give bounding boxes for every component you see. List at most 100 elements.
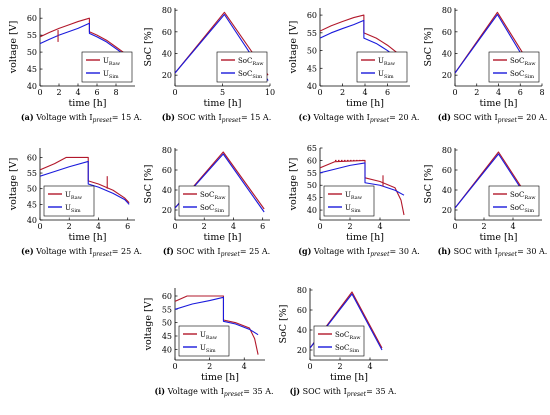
y-tick-label: 60 (27, 153, 37, 162)
legend-box (356, 51, 408, 83)
legend-label: URaw (103, 57, 121, 67)
legend-label: USim (65, 204, 81, 214)
y-tick-label: 55 (162, 305, 172, 314)
x-tick-label: 4 (377, 222, 382, 231)
y-tick-label: 40 (162, 345, 172, 354)
legend-box (488, 185, 540, 217)
x-tick-label: 0 (172, 222, 177, 231)
y-tick-label: 40 (162, 50, 172, 59)
y-axis-label: SoC [%] (143, 28, 154, 67)
legend: URaw USim (43, 185, 95, 217)
y-tick-label: 80 (442, 146, 452, 155)
y-tick-label: 50 (27, 185, 37, 194)
series-line-u-sim (320, 162, 405, 196)
y-tick-label: 45 (162, 332, 172, 341)
legend-label: USim (103, 70, 119, 80)
legend-box (216, 51, 268, 83)
panel-caption: (j) SOC with Ipreset= 35 A. (290, 386, 397, 398)
y-tick-label: 45 (27, 65, 37, 74)
y-tick-label: 80 (162, 146, 172, 155)
y-tick-label: 50 (27, 48, 37, 57)
y-tick-label: 60 (442, 166, 452, 175)
panel-caption: (h) SOC with Ipreset= 30 A. (438, 246, 548, 258)
series-line-u-raw (320, 159, 405, 216)
x-tick-label: 4 (496, 88, 501, 97)
legend-label: SoCRaw (510, 57, 536, 67)
y-tick-label: 45 (307, 64, 317, 73)
y-tick-label: 80 (297, 286, 307, 295)
legend-label: URaw (65, 191, 83, 201)
legend-label: SoCSim (335, 344, 359, 354)
x-tick-label: 6 (125, 222, 130, 231)
legend-label: SoCRaw (335, 331, 361, 341)
x-axis-label: time [h] (479, 232, 517, 243)
panel-caption: (i) Voltage with Ipreset= 35 A. (154, 386, 273, 398)
y-tick-label: 60 (27, 14, 37, 23)
x-tick-label: 6 (385, 88, 390, 97)
legend: SoCRaw SoCSim (216, 51, 268, 83)
y-axis-label: SoC [%] (278, 305, 289, 344)
panel-h: 0 2 4 20 40 60 80 time [h] SoC [%] SoCRaw SoCSim (h… (423, 146, 547, 258)
x-tick-label: 2 (340, 88, 345, 97)
y-tick-label: 60 (307, 156, 317, 165)
legend-label: SoCRaw (238, 57, 264, 67)
legend-label: SoCRaw (510, 191, 536, 201)
y-tick-label: 50 (307, 47, 317, 56)
x-tick-label: 0 (307, 362, 312, 371)
x-axis-label: time [h] (203, 232, 241, 243)
y-tick-label: 65 (307, 144, 317, 153)
legend: SoCRaw SoCSim (178, 185, 230, 217)
y-tick-label: 55 (307, 169, 317, 178)
panel-caption: (a) Voltage with Ipreset= 15 A. (21, 112, 142, 124)
y-tick-label: 40 (442, 186, 452, 195)
x-tick-label: 0 (452, 222, 457, 231)
x-tick-label: 4 (510, 222, 515, 231)
x-axis-label: time [h] (346, 98, 384, 109)
legend: URaw USim (178, 325, 230, 357)
x-tick-label: 4 (75, 88, 80, 97)
legend-box (488, 51, 540, 83)
legend: URaw USim (81, 51, 133, 83)
legend-box (323, 185, 375, 217)
panel-f: 0 2 4 6 20 40 60 80 time [h] SoC [%] SoCRaw SoCSim (… (143, 146, 270, 258)
legend-label: SoCSim (238, 70, 262, 80)
legend-box (178, 325, 230, 357)
y-tick-label: 50 (162, 319, 172, 328)
x-tick-label: 5 (220, 88, 225, 97)
x-tick-label: 4 (362, 88, 367, 97)
y-tick-label: 55 (27, 169, 37, 178)
x-axis-label: time [h] (203, 98, 241, 109)
legend-label: URaw (200, 331, 218, 341)
x-tick-label: 0 (172, 362, 177, 371)
legend-label: SoCSim (200, 204, 224, 214)
x-tick-label: 2 (347, 222, 352, 231)
x-tick-label: 6 (94, 88, 99, 97)
y-tick-label: 40 (27, 82, 37, 91)
y-tick-label: 20 (162, 71, 172, 80)
panel-i: 0 2 4 40 45 50 55 60 time [h] voltage [V] URaw USim… (143, 288, 274, 398)
plot-area (175, 295, 259, 355)
legend-box (313, 325, 365, 357)
legend-label: URaw (345, 191, 363, 201)
x-tick-label: 0 (317, 222, 322, 231)
panel-caption: (d) SOC with Ipreset= 20 A. (438, 112, 548, 124)
panel-c: 0 2 4 6 40 45 50 55 60 time [h] voltage [V] URaw USi… (288, 8, 419, 124)
y-axis-label: voltage [V] (8, 158, 19, 212)
y-axis-label: voltage [V] (143, 298, 154, 352)
legend-label: SoCRaw (200, 191, 226, 201)
panel-caption: (c) Voltage with Ipreset= 20 A. (299, 112, 420, 124)
legend-label: USim (200, 344, 216, 354)
panel-caption: (f) SOC with Ipreset= 25 A. (163, 246, 270, 258)
plot-area (40, 156, 130, 205)
panel-a: 0 2 4 6 8 40 45 50 55 60 time [h] voltage [V] URaw US… (8, 8, 142, 124)
x-tick-label: 4 (96, 222, 101, 231)
y-tick-label: 20 (442, 71, 452, 80)
x-tick-label: 4 (231, 222, 236, 231)
legend-label: URaw (378, 57, 396, 67)
legend-label: SoCSim (510, 204, 534, 214)
y-tick-label: 55 (307, 29, 317, 38)
panel-d: 0 2 4 6 8 20 40 60 80 time [h] SoC [%] SoCRaw SoCSim… (423, 6, 547, 124)
y-axis-label: voltage [V] (288, 21, 299, 75)
legend: URaw USim (356, 51, 408, 83)
